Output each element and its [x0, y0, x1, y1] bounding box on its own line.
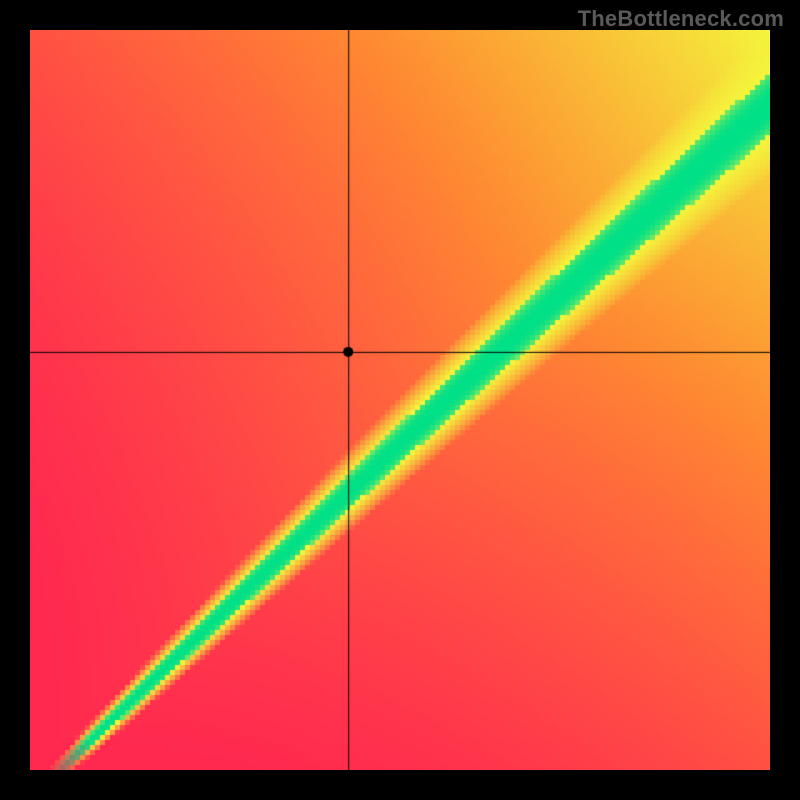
chart-container: TheBottleneck.com	[0, 0, 800, 800]
bottleneck-heatmap	[30, 30, 770, 770]
watermark-text: TheBottleneck.com	[578, 6, 784, 32]
